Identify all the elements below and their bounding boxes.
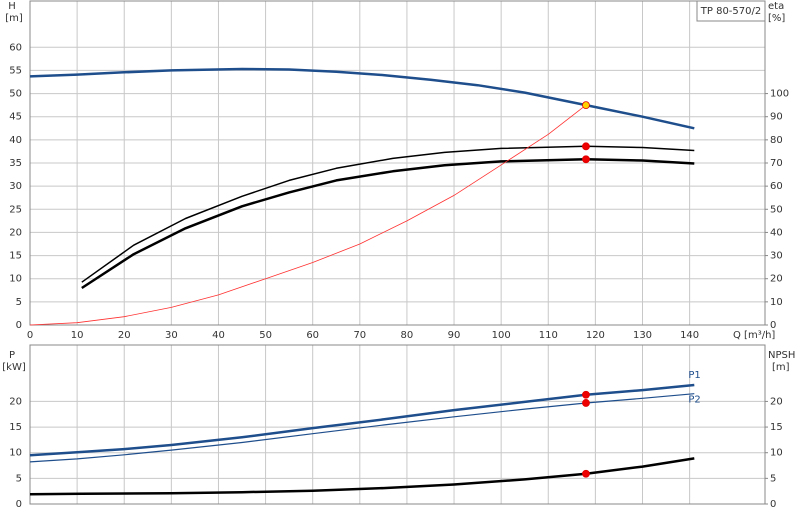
y-tick-label: 35 xyxy=(9,158,22,169)
x-tick-label: 90 xyxy=(448,330,461,341)
y2-tick-label: 60 xyxy=(770,181,783,192)
operating-point xyxy=(582,155,590,164)
y2-tick-label: 100 xyxy=(770,89,789,100)
y-axis-label: H xyxy=(8,1,16,12)
y-axis-unit: [m] xyxy=(5,13,23,24)
x-tick-label: 0 xyxy=(27,330,33,341)
y-tick-label: 0 xyxy=(16,499,22,510)
y2-tick-label: 10 xyxy=(770,448,783,459)
x-tick-label: 120 xyxy=(586,330,605,341)
y-tick-label: 60 xyxy=(9,42,22,53)
y-tick-label: 5 xyxy=(16,297,22,308)
y-tick-label: 55 xyxy=(9,65,22,76)
y-axis-label: P xyxy=(9,350,15,361)
bottom-plot-frame xyxy=(29,344,766,505)
y2-tick-label: 20 xyxy=(770,274,783,285)
curve xyxy=(29,383,695,457)
y-tick-label: 50 xyxy=(9,89,22,100)
y2-tick-label: 0 xyxy=(770,499,776,510)
y2-tick-label: 50 xyxy=(770,204,783,215)
y-tick-label: 25 xyxy=(9,204,22,215)
y2-axis-label: eta xyxy=(768,1,784,12)
x-tick-label: 40 xyxy=(212,330,225,341)
x-tick-label: 130 xyxy=(633,330,652,341)
y2-tick-label: 15 xyxy=(770,422,783,433)
chart-title: TP 80-570/2 xyxy=(700,6,761,17)
y-tick-label: 10 xyxy=(9,448,22,459)
x-axis-label: Q [m³/h] xyxy=(733,330,775,341)
y-tick-label: 45 xyxy=(9,112,22,123)
x-tick-label: 140 xyxy=(680,330,699,341)
operating-point xyxy=(582,469,590,478)
operating-point xyxy=(582,142,590,151)
y-tick-label: 0 xyxy=(16,320,22,331)
x-tick-label: 70 xyxy=(353,330,366,341)
x-tick-label: 100 xyxy=(492,330,511,341)
x-tick-label: 110 xyxy=(539,330,558,341)
y2-axis-unit: [m] xyxy=(772,362,790,373)
y-tick-label: 20 xyxy=(9,227,22,238)
y-tick-label: 20 xyxy=(9,396,22,407)
y-axis-unit: [kW] xyxy=(2,362,26,373)
x-tick-label: 30 xyxy=(165,330,178,341)
x-tick-label: 80 xyxy=(401,330,414,341)
curve xyxy=(81,158,695,290)
y2-tick-label: 90 xyxy=(770,112,783,123)
y2-tick-label: 10 xyxy=(770,297,783,308)
x-tick-label: 60 xyxy=(306,330,319,341)
x-tick-label: 20 xyxy=(118,330,131,341)
y2-tick-label: 30 xyxy=(770,251,783,262)
y2-tick-label: 80 xyxy=(770,135,783,146)
y-tick-label: 40 xyxy=(9,135,22,146)
title-box xyxy=(696,0,766,22)
y-tick-label: 5 xyxy=(16,473,22,484)
curve xyxy=(29,393,695,463)
series-label: P1 xyxy=(688,370,700,381)
operating-point xyxy=(582,399,590,407)
y2-axis-label: NPSH xyxy=(768,350,795,361)
y2-tick-label: 5 xyxy=(770,473,776,484)
y2-tick-label: 0 xyxy=(770,320,776,331)
curve xyxy=(29,67,695,130)
curve xyxy=(81,145,695,283)
y2-tick-label: 70 xyxy=(770,158,783,169)
y2-tick-label: 40 xyxy=(770,227,783,238)
curve xyxy=(29,457,695,496)
y2-axis-unit: [%] xyxy=(768,13,785,24)
y-tick-label: 10 xyxy=(9,274,22,285)
y-tick-label: 15 xyxy=(9,251,22,262)
curve xyxy=(29,104,587,326)
x-tick-label: 10 xyxy=(71,330,84,341)
y-tick-label: 30 xyxy=(9,181,22,192)
y-tick-label: 15 xyxy=(9,422,22,433)
series-label: P2 xyxy=(688,395,700,406)
operating-point xyxy=(582,101,590,110)
x-tick-label: 50 xyxy=(259,330,272,341)
y2-tick-label: 20 xyxy=(770,396,783,407)
operating-point xyxy=(582,390,590,399)
